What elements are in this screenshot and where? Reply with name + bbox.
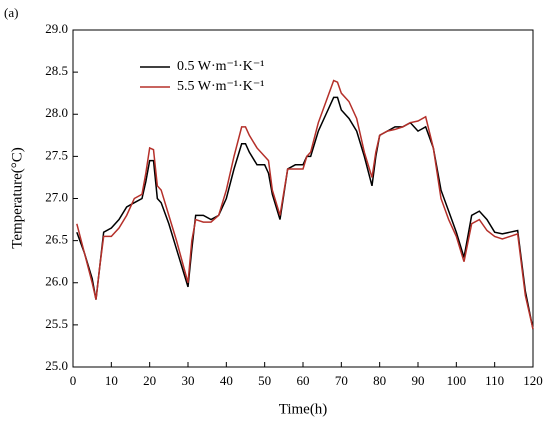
x-tick-label: 10	[105, 373, 118, 388]
x-tick-label: 40	[220, 373, 233, 388]
panel-label: (a)	[4, 5, 18, 20]
y-tick-label: 27.5	[45, 147, 68, 162]
legend-label: 0.5 W·m⁻¹·K⁻¹	[177, 59, 264, 74]
x-tick-label: 100	[447, 373, 467, 388]
x-tick-label: 30	[182, 373, 195, 388]
y-tick-label: 26.5	[45, 232, 68, 247]
x-tick-label: 70	[335, 373, 348, 388]
x-tick-label: 80	[373, 373, 386, 388]
y-tick-label: 28.5	[45, 63, 68, 78]
y-tick-label: 27.0	[45, 189, 68, 204]
y-tick-label: 29.0	[45, 21, 68, 36]
y-axis-label: Temperature(°C)	[9, 147, 25, 249]
x-tick-label: 90	[412, 373, 425, 388]
x-tick-label: 50	[258, 373, 271, 388]
x-tick-label: 60	[297, 373, 310, 388]
x-tick-label: 120	[523, 373, 543, 388]
x-axis-label: Time(h)	[279, 401, 328, 417]
y-tick-label: 28.0	[45, 105, 68, 120]
series-line	[76, 96, 534, 330]
legend-label: 5.5 W·m⁻¹·K⁻¹	[177, 79, 264, 94]
series-line	[76, 79, 534, 330]
x-tick-label: 20	[143, 373, 156, 388]
y-tick-label: 26.0	[45, 274, 68, 289]
x-tick-label: 0	[70, 373, 77, 388]
y-tick-label: 25.0	[45, 358, 68, 373]
x-tick-label: 110	[485, 373, 504, 388]
y-tick-label: 25.5	[45, 316, 68, 331]
